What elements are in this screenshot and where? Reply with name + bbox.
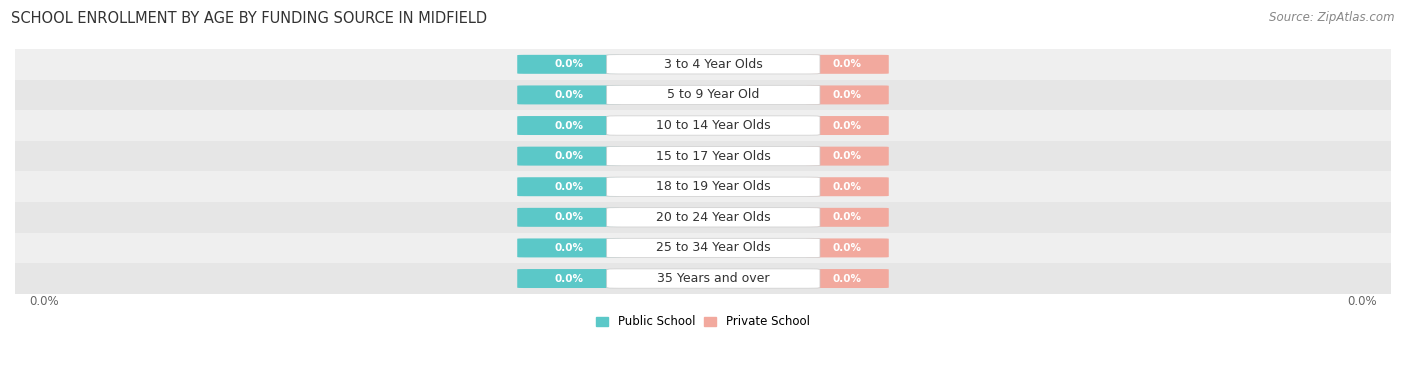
Bar bbox=[15, 80, 1391, 110]
Bar bbox=[15, 232, 1391, 263]
Text: 5 to 9 Year Old: 5 to 9 Year Old bbox=[666, 88, 759, 101]
Bar bbox=[15, 172, 1391, 202]
Text: Source: ZipAtlas.com: Source: ZipAtlas.com bbox=[1270, 11, 1395, 24]
Text: 0.0%: 0.0% bbox=[554, 90, 583, 100]
FancyBboxPatch shape bbox=[806, 55, 889, 74]
Text: 10 to 14 Year Olds: 10 to 14 Year Olds bbox=[657, 119, 770, 132]
FancyBboxPatch shape bbox=[517, 147, 620, 166]
Text: 0.0%: 0.0% bbox=[554, 59, 583, 69]
FancyBboxPatch shape bbox=[606, 147, 820, 166]
FancyBboxPatch shape bbox=[606, 177, 820, 196]
Text: 0.0%: 0.0% bbox=[554, 212, 583, 222]
FancyBboxPatch shape bbox=[517, 208, 620, 227]
Text: 0.0%: 0.0% bbox=[832, 121, 862, 130]
Text: 20 to 24 Year Olds: 20 to 24 Year Olds bbox=[657, 211, 770, 224]
FancyBboxPatch shape bbox=[606, 238, 820, 257]
Text: 0.0%: 0.0% bbox=[832, 274, 862, 284]
FancyBboxPatch shape bbox=[517, 177, 620, 196]
Text: 0.0%: 0.0% bbox=[832, 243, 862, 253]
Bar bbox=[15, 263, 1391, 294]
FancyBboxPatch shape bbox=[517, 85, 620, 104]
Text: 0.0%: 0.0% bbox=[554, 243, 583, 253]
FancyBboxPatch shape bbox=[806, 85, 889, 104]
Text: 35 Years and over: 35 Years and over bbox=[657, 272, 769, 285]
FancyBboxPatch shape bbox=[806, 177, 889, 196]
Text: 15 to 17 Year Olds: 15 to 17 Year Olds bbox=[657, 150, 770, 163]
Text: 0.0%: 0.0% bbox=[832, 182, 862, 192]
FancyBboxPatch shape bbox=[606, 55, 820, 74]
Text: 0.0%: 0.0% bbox=[1347, 295, 1378, 308]
Text: 18 to 19 Year Olds: 18 to 19 Year Olds bbox=[657, 180, 770, 193]
FancyBboxPatch shape bbox=[606, 85, 820, 105]
Bar bbox=[15, 110, 1391, 141]
Text: 0.0%: 0.0% bbox=[832, 59, 862, 69]
Text: 0.0%: 0.0% bbox=[832, 151, 862, 161]
FancyBboxPatch shape bbox=[606, 116, 820, 135]
Text: 0.0%: 0.0% bbox=[554, 274, 583, 284]
FancyBboxPatch shape bbox=[517, 239, 620, 257]
FancyBboxPatch shape bbox=[806, 239, 889, 257]
FancyBboxPatch shape bbox=[517, 269, 620, 288]
Bar bbox=[15, 202, 1391, 232]
FancyBboxPatch shape bbox=[806, 269, 889, 288]
Text: 0.0%: 0.0% bbox=[554, 182, 583, 192]
FancyBboxPatch shape bbox=[517, 116, 620, 135]
FancyBboxPatch shape bbox=[606, 269, 820, 288]
FancyBboxPatch shape bbox=[806, 147, 889, 166]
Text: 0.0%: 0.0% bbox=[832, 90, 862, 100]
Text: 0.0%: 0.0% bbox=[832, 212, 862, 222]
FancyBboxPatch shape bbox=[806, 116, 889, 135]
Text: 25 to 34 Year Olds: 25 to 34 Year Olds bbox=[657, 242, 770, 254]
Text: 3 to 4 Year Olds: 3 to 4 Year Olds bbox=[664, 58, 762, 71]
Text: 0.0%: 0.0% bbox=[554, 151, 583, 161]
Text: 0.0%: 0.0% bbox=[554, 121, 583, 130]
Text: 0.0%: 0.0% bbox=[28, 295, 59, 308]
Text: SCHOOL ENROLLMENT BY AGE BY FUNDING SOURCE IN MIDFIELD: SCHOOL ENROLLMENT BY AGE BY FUNDING SOUR… bbox=[11, 11, 488, 26]
Bar bbox=[15, 49, 1391, 80]
FancyBboxPatch shape bbox=[806, 208, 889, 227]
FancyBboxPatch shape bbox=[606, 208, 820, 227]
Legend: Public School, Private School: Public School, Private School bbox=[593, 312, 813, 332]
Bar bbox=[15, 141, 1391, 172]
FancyBboxPatch shape bbox=[517, 55, 620, 74]
